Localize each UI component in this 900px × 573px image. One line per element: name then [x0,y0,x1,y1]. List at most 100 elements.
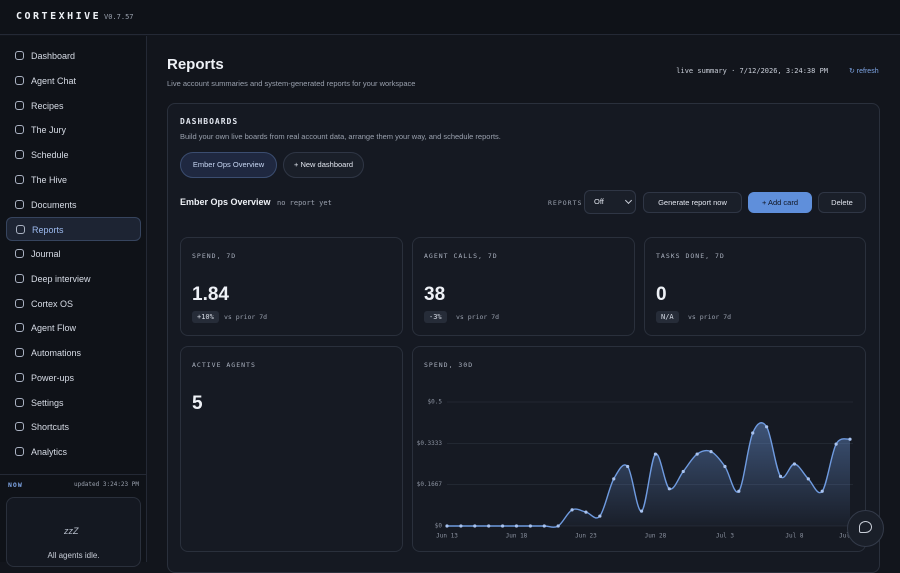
x-tick-label: Jun 28 [645,533,667,540]
section-title: DASHBOARDS [180,117,239,126]
point [570,508,574,512]
point [500,524,505,528]
delete-button[interactable]: Delete [818,192,866,213]
point [765,425,769,429]
nav-icon [15,125,24,135]
point [528,524,532,528]
idle-icon: zzZ [64,526,79,536]
x-tick-label: Jul 3 [716,533,734,540]
y-tick-label: $0 [435,523,443,530]
stat-delta: +10% [192,311,219,323]
nav-item[interactable]: Recipes [6,94,141,118]
stat-label: ACTIVE AGENTS [192,361,256,369]
stat-label: SPEND, 7D [192,252,237,260]
stat-delta: -3% [424,311,447,323]
stat-compare: vs prior 7d [224,313,268,321]
status-label: NOW [8,481,23,489]
y-tick-label: $0.5 [428,399,443,406]
nav-item[interactable]: Agent Chat [6,69,141,93]
nav-icon [15,273,24,283]
nav-icon [15,100,24,110]
stat-delta: N/A [656,311,679,323]
point [487,524,491,528]
new-dashboard-tab[interactable]: + New dashboard [283,152,364,178]
point [737,489,741,493]
x-tick-label: Jun 18 [506,533,528,540]
area [447,422,850,528]
stat-compare: vs prior 7d [688,313,732,321]
x-tick-label: Jun 13 [436,533,458,540]
point [709,450,713,454]
brand: CORTEXHIVE [16,11,102,22]
add-card-button[interactable]: + Add card [748,192,812,213]
page-title: Reports [167,56,224,73]
reports-label: REPORTS [548,199,583,207]
point [751,431,755,435]
nav-icon [15,249,24,258]
point [542,524,546,528]
nav-item[interactable]: Power-ups [6,366,141,390]
point [667,487,671,491]
stat-card [644,237,866,336]
point [820,489,824,493]
stat-label: TASKS DONE, 7D [656,252,725,260]
nav-item[interactable]: Automations [6,341,141,365]
nav-icon [16,225,25,235]
nav-icon [15,372,24,382]
point [459,524,463,528]
point [848,437,852,441]
dashboard-name: Ember Ops Overview [180,197,271,207]
stat-card [412,237,635,336]
nav-item[interactable]: Cortex OS [6,292,141,316]
stat-compare: vs prior 7d [456,313,500,321]
nav-icon [15,323,24,333]
nav-item[interactable]: Documents [6,193,141,217]
chat-icon [859,521,872,533]
nav-icon [15,397,24,407]
dashboard-tab[interactable]: Ember Ops Overview [180,152,277,178]
live-summary: live summary · 7/12/2026, 3:24:38 PM [676,67,828,75]
nav-item[interactable]: Reports [6,217,141,242]
divider [0,474,147,475]
status-message: All agents idle. [47,551,100,560]
point [834,442,838,446]
nav-item[interactable]: Schedule [6,143,141,167]
nav-item[interactable]: Journal [6,242,141,266]
point [695,452,699,456]
nav-item[interactable]: Agent Flow [6,316,141,340]
point [792,462,797,466]
point [653,452,658,456]
stat-card [180,346,403,552]
point [639,509,644,513]
nav-item[interactable]: Deep interview [6,267,141,291]
y-tick-label: $0.3333 [417,440,443,447]
top-bar [0,0,900,35]
point [445,524,449,528]
reports-select[interactable]: Off [584,190,636,214]
nav-item[interactable]: Analytics [6,440,141,464]
y-tick-label: $0.1667 [417,481,443,488]
x-tick-label: Jul 8 [785,533,803,540]
point [778,474,783,478]
refresh-button[interactable]: ↻ refresh [849,68,879,75]
generate-button[interactable]: Generate report now [643,192,742,213]
nav-icon [15,422,24,432]
point [598,514,602,518]
point [612,477,616,481]
version: V0.7.57 [104,13,134,21]
point [584,510,588,514]
stat-label: AGENT CALLS, 7D [424,252,498,260]
point [514,524,519,528]
nav-item[interactable]: The Hive [6,168,141,192]
nav-item[interactable]: The Jury [6,118,141,142]
nav-item[interactable]: Shortcuts [6,415,141,439]
status-updated: updated 3:24:23 PM [73,481,139,488]
nav-item[interactable]: Dashboard [6,44,141,68]
stat-value: 38 [424,284,446,305]
nav-icon [15,150,24,159]
nav-item[interactable]: Settings [6,391,141,415]
report-status: no report yet [277,199,332,207]
nav-icon [15,75,24,85]
